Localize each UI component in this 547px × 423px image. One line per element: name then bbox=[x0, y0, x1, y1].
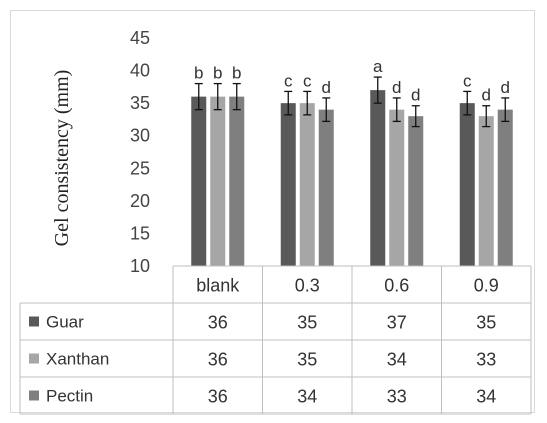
table-cell-value: 36 bbox=[208, 387, 228, 407]
bar bbox=[478, 116, 494, 267]
significance-letter: d bbox=[392, 78, 401, 97]
bar bbox=[280, 103, 296, 267]
error-bar bbox=[213, 82, 222, 111]
significance-letter: c bbox=[303, 71, 312, 90]
table-cell-value: 35 bbox=[476, 313, 496, 333]
table-cell-value: 33 bbox=[387, 387, 407, 407]
significance-letter: a bbox=[373, 57, 383, 76]
legend-entry: Pectin bbox=[29, 387, 93, 406]
error-bar bbox=[411, 105, 420, 128]
error-bar bbox=[373, 76, 382, 104]
x-category-label: 0.6 bbox=[384, 276, 409, 296]
bar bbox=[229, 96, 245, 266]
bar bbox=[497, 109, 513, 267]
y-tick-label: 45 bbox=[130, 28, 150, 48]
y-tick-label: 15 bbox=[130, 223, 150, 243]
error-bar bbox=[303, 90, 312, 116]
bar bbox=[408, 116, 424, 267]
legend-swatch bbox=[29, 390, 39, 401]
legend-label: Guar bbox=[46, 313, 84, 332]
error-bar bbox=[482, 105, 491, 128]
bar bbox=[299, 103, 315, 267]
x-category-label: 0.3 bbox=[295, 276, 320, 296]
y-tick-label: 40 bbox=[130, 61, 150, 81]
y-axis-label: Gel consistency (mm) bbox=[51, 70, 73, 247]
error-bar bbox=[322, 97, 331, 123]
error-bars bbox=[194, 76, 510, 128]
table-cell-value: 34 bbox=[387, 350, 407, 370]
error-bar bbox=[463, 90, 472, 116]
y-tick-label: 30 bbox=[130, 126, 150, 146]
significance-letter: c bbox=[463, 71, 472, 90]
table-cell-value: 34 bbox=[476, 387, 496, 407]
bar bbox=[318, 109, 334, 267]
y-tick-label: 10 bbox=[130, 256, 150, 276]
bar bbox=[459, 103, 475, 267]
bar bbox=[191, 96, 207, 266]
significance-letter: d bbox=[322, 78, 331, 97]
error-bar bbox=[501, 97, 510, 123]
table-cell-value: 34 bbox=[297, 387, 317, 407]
significance-letter: b bbox=[213, 64, 222, 83]
error-bar bbox=[232, 82, 241, 111]
bar bbox=[389, 109, 405, 267]
error-bar bbox=[194, 82, 203, 111]
table-cell-value: 36 bbox=[208, 350, 228, 370]
y-tick-label: 35 bbox=[130, 93, 150, 113]
bar bbox=[210, 96, 226, 266]
significance-letter: d bbox=[482, 86, 491, 105]
y-tick-label: 25 bbox=[130, 158, 150, 178]
bar bbox=[370, 90, 386, 266]
table-cell-value: 35 bbox=[297, 313, 317, 333]
significance-letter: b bbox=[232, 64, 241, 83]
bars bbox=[191, 90, 513, 267]
legend-label: Pectin bbox=[46, 387, 93, 406]
x-category-label: blank bbox=[196, 276, 240, 296]
x-category-label: 0.9 bbox=[474, 276, 499, 296]
significance-letter: d bbox=[411, 86, 420, 105]
y-tick-labels: 10 15 20 25 30 35 40 45 bbox=[130, 28, 150, 276]
table-cell-value: 36 bbox=[208, 313, 228, 333]
significance-letter: b bbox=[194, 64, 203, 83]
legend-entry: Xanthan bbox=[29, 350, 109, 369]
data-table: blank 0.3 0.6 0.9 Guar 36 35 37 35 Xanthan 36 35 34 3… bbox=[19, 265, 532, 415]
chart-border bbox=[10, 10, 535, 413]
legend-entry: Guar bbox=[29, 313, 84, 332]
table-cell-value: 33 bbox=[476, 350, 496, 370]
significance-letter: d bbox=[501, 78, 510, 97]
legend-swatch bbox=[29, 353, 39, 364]
significance-letter: c bbox=[284, 71, 293, 90]
significance-letters: b b b c c dad dcd d bbox=[194, 57, 510, 105]
error-bar bbox=[284, 90, 293, 116]
error-bar bbox=[392, 97, 401, 123]
legend-swatch bbox=[29, 316, 39, 327]
legend-label: Xanthan bbox=[46, 350, 109, 369]
table-cell-value: 37 bbox=[387, 313, 407, 333]
y-tick-label: 20 bbox=[130, 191, 150, 211]
table-cell-value: 35 bbox=[297, 350, 317, 370]
